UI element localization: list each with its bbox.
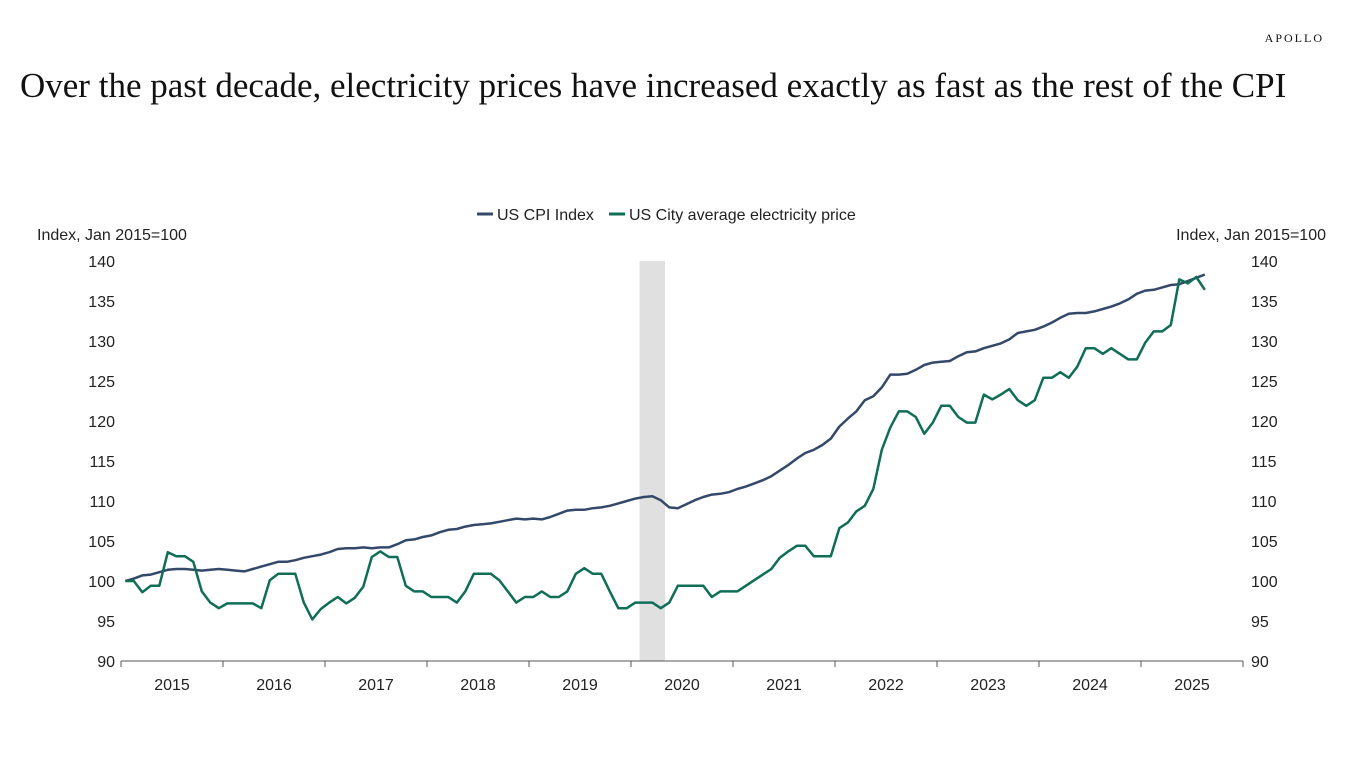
apollo-logo: APOLLO [1264, 31, 1324, 45]
y-tick-label-right: 125 [1251, 374, 1278, 391]
y-tick-label-left: 120 [88, 414, 115, 431]
y-tick-label-right: 105 [1251, 534, 1278, 551]
x-tick-label: 2020 [664, 677, 700, 694]
y-tick-label-right: 140 [1251, 254, 1278, 271]
x-tick-label: 2017 [358, 677, 394, 694]
y-axis-title-left: Index, Jan 2015=100 [37, 227, 187, 244]
recession-shading [639, 261, 665, 661]
legend-label-cpi: US CPI Index [497, 207, 594, 224]
page-title: Over the past decade, electricity prices… [20, 66, 1287, 105]
y-tick-label-left: 100 [88, 574, 115, 591]
x-tick-label: 2018 [460, 677, 496, 694]
legend-label-electricity: US City average electricity price [629, 207, 856, 224]
y-tick-label-right: 95 [1251, 614, 1269, 631]
y-tick-label-left: 140 [88, 254, 115, 271]
legend: US CPI Index US City average electricity… [477, 207, 856, 224]
y-tick-label-right: 135 [1251, 294, 1278, 311]
y-tick-label-left: 105 [88, 534, 115, 551]
y-tick-label-left: 130 [88, 334, 115, 351]
y-axis-title-right: Index, Jan 2015=100 [1176, 227, 1326, 244]
x-tick-label: 2016 [256, 677, 292, 694]
cpi-series-line [124, 273, 1206, 583]
y-tick-label-right: 115 [1251, 454, 1277, 471]
x-tick-label: 2025 [1174, 677, 1210, 694]
y-tick-label-left: 90 [97, 654, 115, 671]
y-tick-label-left: 110 [89, 494, 115, 511]
y-tick-label-right: 110 [1251, 494, 1277, 511]
y-tick-label-right: 90 [1251, 654, 1269, 671]
y-tick-label-right: 100 [1251, 574, 1278, 591]
x-tick-label: 2019 [562, 677, 598, 694]
y-tick-label-left: 95 [97, 614, 115, 631]
electricity-series-line [125, 275, 1206, 621]
y-tick-label-left: 135 [88, 294, 115, 311]
y-tick-label-left: 125 [88, 374, 115, 391]
x-tick-label: 2022 [868, 677, 904, 694]
x-tick-label: 2023 [970, 677, 1006, 694]
y-tick-label-left: 115 [89, 454, 115, 471]
y-tick-label-right: 120 [1251, 414, 1278, 431]
x-tick-label: 2021 [766, 677, 802, 694]
y-tick-label-right: 130 [1251, 334, 1278, 351]
x-tick-label: 2024 [1072, 677, 1108, 694]
x-tick-label: 2015 [154, 677, 190, 694]
